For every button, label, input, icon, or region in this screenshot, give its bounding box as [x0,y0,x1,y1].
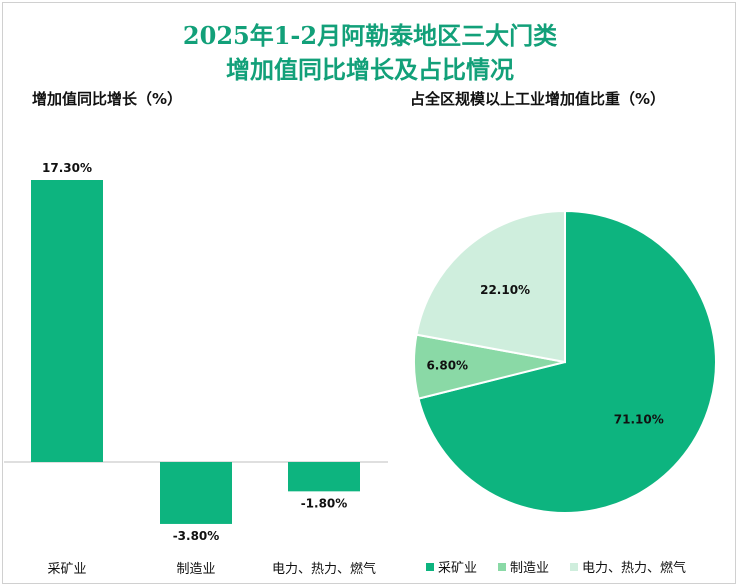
pie-data-label-3: 22.10% [480,283,530,297]
legend-swatch-1 [426,563,434,571]
legend-swatch-2 [498,563,506,571]
legend-label-3: 电力、热力、燃气 [582,560,686,576]
bar-data-label-3: -1.80% [301,496,348,510]
pie-slice-3 [415,209,566,364]
pie-slice-1 [417,209,717,514]
legend-label-1: 采矿业 [438,561,477,576]
legend-label-2: 制造业 [510,561,549,576]
legend-swatch-3 [570,563,578,571]
bar-category-label-1: 采矿业 [47,562,86,577]
bar-chart-title: 增加值同比增长（%） [32,90,183,108]
bar-category-label-3: 电力、热力、燃气 [272,561,376,577]
chart-title-line2: 增加值同比增长及占比情况 [226,55,514,84]
bar-3 [288,462,360,492]
pie-chart-title: 占全区规模以上工业增加值比重（%） [410,90,666,108]
bar-1 [31,180,103,462]
bar-category-label-2: 制造业 [176,562,215,577]
bar-data-label-1: 17.30% [42,161,92,175]
chart-title-line1: 2025年1-2月阿勒泰地区三大门类 [182,21,558,50]
pie-data-label-1: 71.10% [614,413,664,427]
pie-data-label-2: 6.80% [426,359,468,373]
bar-data-label-2: -3.80% [173,529,220,543]
bar-2 [160,462,232,524]
